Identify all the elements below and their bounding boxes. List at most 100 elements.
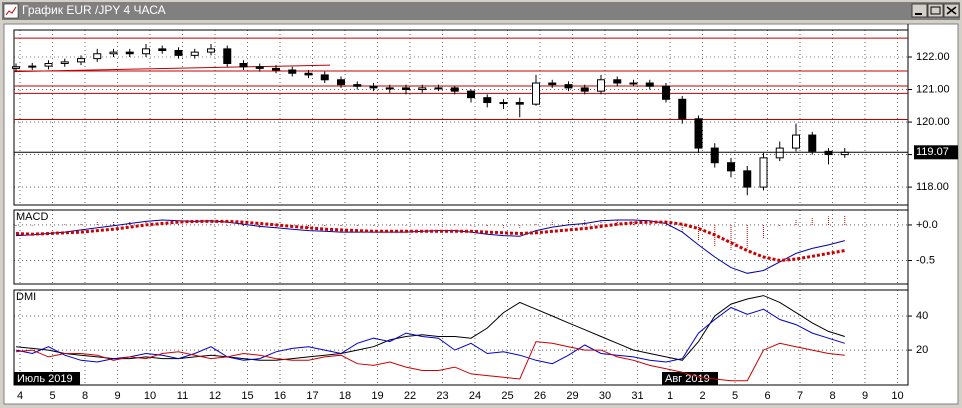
candle-body xyxy=(109,51,118,55)
signal-line xyxy=(15,219,846,263)
x-tick-label: 17 xyxy=(306,390,318,402)
y-tick-label: 118.00 xyxy=(916,181,949,193)
candle-body xyxy=(483,97,492,104)
candle-body xyxy=(434,87,443,90)
x-tick-label: 10 xyxy=(891,390,903,402)
candle-body xyxy=(288,69,297,74)
candle-body xyxy=(385,87,394,90)
window-title: График EUR /JPY 4 ЧАСА xyxy=(22,3,166,17)
x-tick-label: 26 xyxy=(534,390,546,402)
x-tick-label: 5 xyxy=(732,390,738,402)
x-tick-label: 2 xyxy=(699,390,705,402)
y-tick-label: 20 xyxy=(916,344,928,356)
window-buttons[interactable] xyxy=(911,3,960,18)
x-tick-label: 30 xyxy=(599,390,611,402)
candle-body xyxy=(775,147,784,159)
pane-frame xyxy=(13,289,909,386)
chart-area xyxy=(3,23,959,405)
x-tick-label: 22 xyxy=(404,390,416,402)
last-price-label: 119.07 xyxy=(916,146,949,158)
candle-body xyxy=(142,48,150,55)
month-label: Июль 2019 xyxy=(17,373,73,385)
maximize-button[interactable] xyxy=(927,3,944,18)
candle-body xyxy=(564,84,573,89)
y-tick-label: -0.5 xyxy=(916,254,935,266)
window-icon xyxy=(3,3,19,19)
candle-body xyxy=(678,98,687,120)
window-icon-line xyxy=(5,6,17,16)
candle-body xyxy=(353,84,362,87)
candle-body xyxy=(467,90,475,99)
candle-body xyxy=(60,61,69,65)
pane-frame xyxy=(13,209,909,285)
candle-body xyxy=(759,157,768,188)
candle-body xyxy=(743,170,752,188)
candle-body xyxy=(499,102,508,105)
candle-body xyxy=(808,134,817,152)
y-tick-label: 121.00 xyxy=(916,83,950,95)
candle-body xyxy=(28,65,37,68)
x-tick-label: 12 xyxy=(209,390,221,402)
x-tick-label: 24 xyxy=(469,390,481,402)
x-tick-label: 23 xyxy=(436,390,448,402)
candle-body xyxy=(597,79,605,92)
candle-body xyxy=(792,134,800,149)
y-tick-label: 40 xyxy=(916,310,928,322)
x-tick-label: 19 xyxy=(371,390,383,402)
y-tick-label: +0.0 xyxy=(916,219,938,231)
trend-line xyxy=(13,64,331,73)
last-price-box xyxy=(914,145,958,160)
candle-body xyxy=(418,87,427,91)
close-icon xyxy=(946,6,957,15)
x-tick-label: 8 xyxy=(82,390,88,402)
title-bar xyxy=(2,2,960,20)
x-tick-label: 15 xyxy=(241,390,253,402)
candle-body xyxy=(320,74,329,81)
candle-body xyxy=(158,48,167,51)
x-tick-label: 9 xyxy=(114,390,120,402)
x-tick-label: 18 xyxy=(339,390,351,402)
month-label-box xyxy=(662,372,718,385)
candle-body xyxy=(710,147,719,164)
candle-body xyxy=(532,82,540,105)
x-tick-label: 1 xyxy=(667,390,673,402)
minimize-button[interactable] xyxy=(911,3,928,18)
x-tick-label: 5 xyxy=(49,390,55,402)
y-tick-label: 120.00 xyxy=(916,116,950,128)
candle-body xyxy=(223,48,232,65)
candle-body xyxy=(580,87,589,92)
candle-body xyxy=(515,102,524,105)
candle-body xyxy=(93,53,102,60)
x-tick-label: 4 xyxy=(17,390,23,402)
candle-body xyxy=(629,82,638,85)
candle-body xyxy=(272,67,280,71)
candle-body xyxy=(77,58,85,63)
candle-body xyxy=(125,51,134,55)
y-tick-label: 122.00 xyxy=(916,51,950,63)
indicator-line xyxy=(15,306,845,365)
candle-body xyxy=(239,63,248,68)
x-tick-label: 6 xyxy=(764,390,770,402)
x-tick-label: 31 xyxy=(631,390,643,402)
candle-body xyxy=(44,63,53,67)
maximize-icon xyxy=(930,6,941,15)
candle-body xyxy=(694,118,703,149)
x-tick-label: 11 xyxy=(177,390,188,402)
x-tick-label: 9 xyxy=(862,390,868,402)
x-tick-label: 29 xyxy=(566,390,578,402)
pane-title: MACD xyxy=(16,211,48,223)
candle-body xyxy=(824,150,833,156)
x-tick-label: 8 xyxy=(829,390,835,402)
candle-body xyxy=(255,66,264,69)
indicator-line xyxy=(15,341,845,382)
x-tick-label: 7 xyxy=(797,390,803,402)
candle-body xyxy=(645,82,654,87)
candle-body xyxy=(207,48,215,53)
candle-body xyxy=(613,79,622,84)
candle-body xyxy=(450,87,459,92)
candle-body xyxy=(12,66,20,69)
candle-body xyxy=(662,85,670,100)
x-tick-label: 16 xyxy=(274,390,286,402)
indicator-line xyxy=(15,295,845,361)
